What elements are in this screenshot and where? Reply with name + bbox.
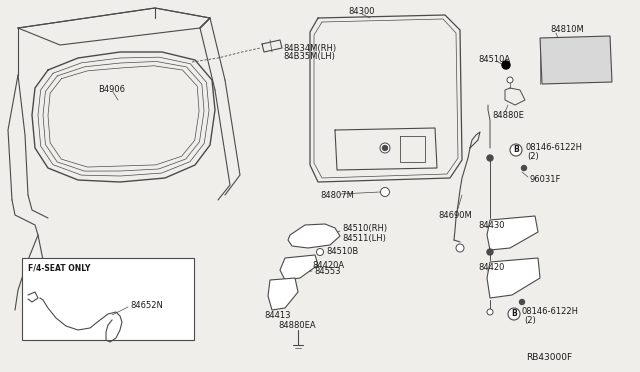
Text: 84510A: 84510A: [478, 55, 510, 64]
Text: 84807M: 84807M: [320, 192, 354, 201]
Circle shape: [381, 187, 390, 196]
Text: F/4-SEAT ONLY: F/4-SEAT ONLY: [28, 263, 90, 273]
Text: (2): (2): [524, 315, 536, 324]
Circle shape: [487, 249, 493, 255]
Text: B4906: B4906: [98, 86, 125, 94]
Text: 84413: 84413: [264, 311, 291, 321]
Bar: [22, 258, 194, 340]
Text: 96031F: 96031F: [530, 176, 561, 185]
Circle shape: [383, 145, 387, 151]
Text: (2): (2): [527, 153, 539, 161]
Polygon shape: [268, 278, 298, 310]
Text: 84510(RH): 84510(RH): [342, 224, 387, 232]
Text: 84300: 84300: [348, 6, 374, 16]
Text: 08146-6122H: 08146-6122H: [525, 144, 582, 153]
Text: 84511(LH): 84511(LH): [342, 234, 386, 243]
Circle shape: [507, 77, 513, 83]
Text: 84690M: 84690M: [438, 211, 472, 219]
Text: 84B34M(RH): 84B34M(RH): [283, 44, 336, 52]
Circle shape: [487, 155, 493, 161]
Polygon shape: [487, 258, 540, 298]
Circle shape: [487, 309, 493, 315]
Circle shape: [520, 299, 525, 305]
Circle shape: [456, 244, 464, 252]
Text: 84880EA: 84880EA: [278, 321, 316, 330]
Text: 84420A: 84420A: [312, 260, 344, 269]
Text: 84430: 84430: [478, 221, 504, 230]
Circle shape: [380, 143, 390, 153]
Polygon shape: [288, 224, 340, 248]
Circle shape: [502, 61, 510, 69]
Text: 84880E: 84880E: [492, 110, 524, 119]
Text: B: B: [513, 145, 519, 154]
Circle shape: [510, 144, 522, 156]
Circle shape: [317, 248, 323, 256]
Polygon shape: [280, 255, 318, 280]
Text: 84652N: 84652N: [130, 301, 163, 310]
Text: 84B35M(LH): 84B35M(LH): [283, 52, 335, 61]
Polygon shape: [487, 216, 538, 250]
Text: RB43000F: RB43000F: [526, 353, 572, 362]
Text: 84553: 84553: [314, 267, 340, 276]
Text: 08146-6122H: 08146-6122H: [522, 307, 579, 315]
Polygon shape: [540, 36, 612, 84]
Circle shape: [508, 308, 520, 320]
Text: 84420: 84420: [478, 263, 504, 273]
Text: 84810M: 84810M: [550, 26, 584, 35]
Circle shape: [522, 166, 527, 170]
Text: B: B: [511, 310, 517, 318]
Text: 84510B: 84510B: [326, 247, 358, 257]
